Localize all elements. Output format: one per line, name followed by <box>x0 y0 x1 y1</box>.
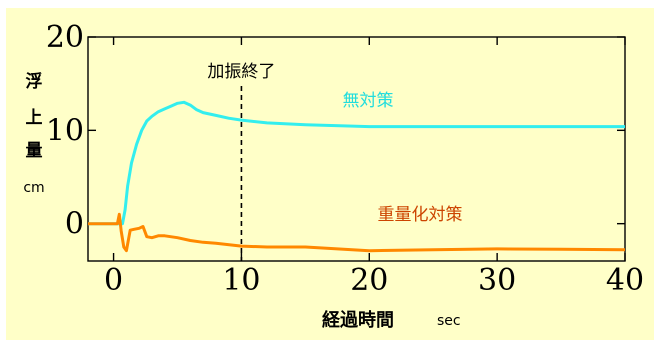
x-tick-label: 30 <box>478 263 516 298</box>
plot-frame <box>87 36 626 262</box>
x-tick-label: 40 <box>606 263 644 298</box>
series-line-1 <box>88 100 625 226</box>
x-tick-label: 10 <box>222 263 260 298</box>
y-axis-ticks: 0 10 20 <box>46 20 625 242</box>
y-axis-label-char-1: 浮 <box>26 71 43 92</box>
y-axis-unit: cm <box>23 180 44 196</box>
x-tick-label: 20 <box>350 263 388 298</box>
x-axis-label: 経過時間 <box>322 309 394 331</box>
y-tick-label: 0 <box>65 207 84 242</box>
chart-background <box>6 8 654 340</box>
y-axis-label-char-3: 量 <box>26 140 43 161</box>
series-label-2: 重量化対策 <box>378 205 463 225</box>
y-tick-label: 20 <box>46 20 84 55</box>
x-axis-ticks: 0 10 20 30 40 <box>104 37 644 298</box>
end-of-shaking-label: 加振終了 <box>207 62 275 82</box>
series-label-1: 無対策 <box>343 91 394 111</box>
x-axis-unit: sec <box>437 313 461 329</box>
y-axis-label-char-2: 上 <box>26 108 43 128</box>
x-tick-label: 0 <box>104 263 123 298</box>
series-line-2 <box>88 212 626 253</box>
annotation-group: 加振終了 <box>207 62 275 261</box>
y-tick-label: 10 <box>46 113 84 148</box>
